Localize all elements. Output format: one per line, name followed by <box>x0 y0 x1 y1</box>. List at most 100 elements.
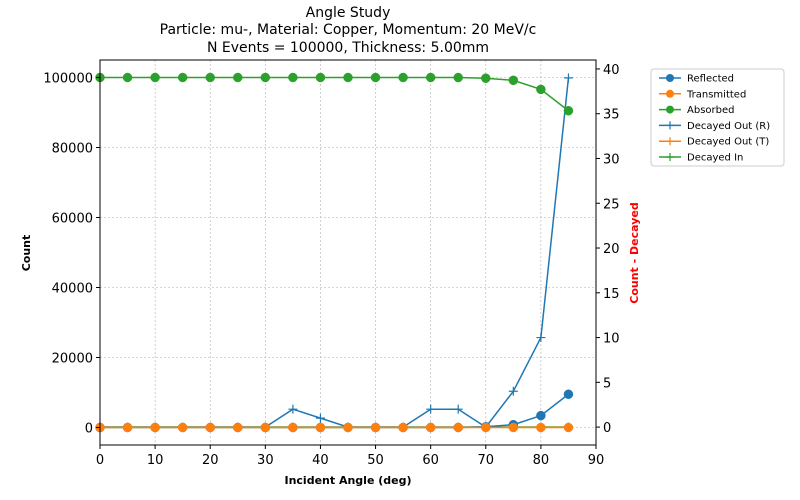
legend-label: Decayed Out (T) <box>687 137 769 148</box>
data-point <box>508 422 519 433</box>
y-axis-right: 0 5 10 15 20 25 30 35 40 <box>596 63 620 436</box>
y-tick-label: 0 <box>85 422 93 437</box>
legend-label: Absorbed <box>687 105 734 116</box>
legend-item: Reflected <box>659 74 734 85</box>
legend-item: Decayed In <box>659 153 743 164</box>
data-point <box>398 422 408 433</box>
chart-title: Angle Study Particle: mu-, Material: Cop… <box>160 5 537 56</box>
grid-lines <box>99 60 597 445</box>
legend-marker <box>666 121 674 130</box>
data-point <box>453 72 463 83</box>
y-right-tick-label: 25 <box>603 197 620 212</box>
y-axis-label: Count <box>20 235 33 272</box>
data-point <box>315 422 326 433</box>
data-point <box>260 422 271 433</box>
legend-marker <box>666 105 674 114</box>
x-tick-label: 60 <box>422 453 439 468</box>
data-point <box>205 72 215 83</box>
data-point <box>343 422 353 433</box>
data-point <box>288 72 298 83</box>
x-tick-label: 10 <box>147 453 164 468</box>
legend-marker <box>666 89 674 98</box>
data-point <box>536 333 546 343</box>
y-right-tick-label: 40 <box>603 63 620 78</box>
y-right-tick-label: 35 <box>603 108 620 123</box>
data-point <box>288 404 298 414</box>
data-point <box>536 410 546 421</box>
data-point <box>205 422 215 433</box>
data-point <box>150 422 160 433</box>
data-point <box>122 72 133 83</box>
legend-item: Transmitted <box>659 89 746 100</box>
data-point <box>315 72 326 83</box>
y-tick-label: 60000 <box>52 212 93 227</box>
y-right-tick-label: 15 <box>603 287 620 302</box>
data-point <box>150 72 160 83</box>
x-tick-label: 20 <box>202 453 219 468</box>
x-tick-label: 50 <box>367 453 384 468</box>
plot-frame <box>99 59 597 446</box>
data-point <box>536 422 546 433</box>
data-point <box>536 84 546 95</box>
legend-marker <box>666 153 674 161</box>
data-point <box>425 72 436 83</box>
data-point <box>426 404 436 414</box>
x-axis: 0 10 20 30 40 50 60 70 80 90 <box>96 445 604 468</box>
data-point <box>177 422 188 433</box>
y-right-tick-label: 5 <box>603 376 611 391</box>
data-point <box>563 389 574 399</box>
data-point <box>122 422 133 433</box>
data-point <box>177 72 188 83</box>
data-point <box>508 386 518 396</box>
y-axis-right-label: Count - Decayed <box>628 202 641 303</box>
x-axis-label: Incident Angle (deg) <box>284 474 411 487</box>
x-tick-label: 70 <box>478 453 495 468</box>
data-point <box>508 75 519 86</box>
legend-label: Transmitted <box>686 89 746 100</box>
data-point <box>260 72 271 83</box>
series-reflected <box>95 389 574 433</box>
series-absorbed <box>95 72 574 116</box>
y-tick-label: 80000 <box>52 142 93 157</box>
legend-item: Decayed Out (T) <box>659 137 769 148</box>
series-line <box>100 76 569 112</box>
y-tick-label: 100000 <box>43 72 93 87</box>
data-point <box>315 413 325 423</box>
title-line-3: N Events = 100000, Thickness: 5.00mm <box>207 40 489 56</box>
legend-box <box>650 68 785 167</box>
series-layer <box>95 72 574 433</box>
data-point <box>453 404 463 414</box>
x-tick-label: 40 <box>312 453 329 468</box>
x-tick-label: 0 <box>96 453 104 468</box>
x-tick-label: 30 <box>257 453 274 468</box>
y-tick-label: 40000 <box>52 282 93 297</box>
data-point <box>233 72 243 83</box>
series-transmitted <box>95 422 574 433</box>
data-point <box>453 422 463 433</box>
legend-marker <box>666 137 674 146</box>
data-point <box>233 422 243 433</box>
data-point <box>481 73 491 83</box>
legend-item: Absorbed <box>659 105 734 116</box>
legend-item: Decayed Out (R) <box>659 121 770 132</box>
legend-marker <box>666 74 674 82</box>
legend-label: Decayed In <box>687 153 743 164</box>
title-line-1: Angle Study <box>306 5 391 21</box>
y-right-tick-label: 30 <box>603 152 620 167</box>
data-point <box>563 106 574 116</box>
data-point <box>370 72 381 83</box>
data-point <box>563 422 574 433</box>
y-right-tick-label: 20 <box>603 242 620 257</box>
legend: Reflected Transmitted Absorbed Decayed Out … <box>650 68 785 167</box>
series-decayed-out-r <box>95 73 573 432</box>
legend-label: Reflected <box>687 74 734 85</box>
title-line-2: Particle: mu-, Material: Copper, Momentu… <box>160 22 537 38</box>
x-tick-label: 90 <box>588 453 605 468</box>
series-line <box>100 77 570 429</box>
data-point <box>398 72 408 83</box>
x-tick-label: 80 <box>533 453 550 468</box>
y-axis-left: 0 20000 40000 60000 80000 100000 <box>43 72 100 437</box>
data-point <box>370 422 381 433</box>
legend-label: Decayed Out (R) <box>687 121 770 132</box>
